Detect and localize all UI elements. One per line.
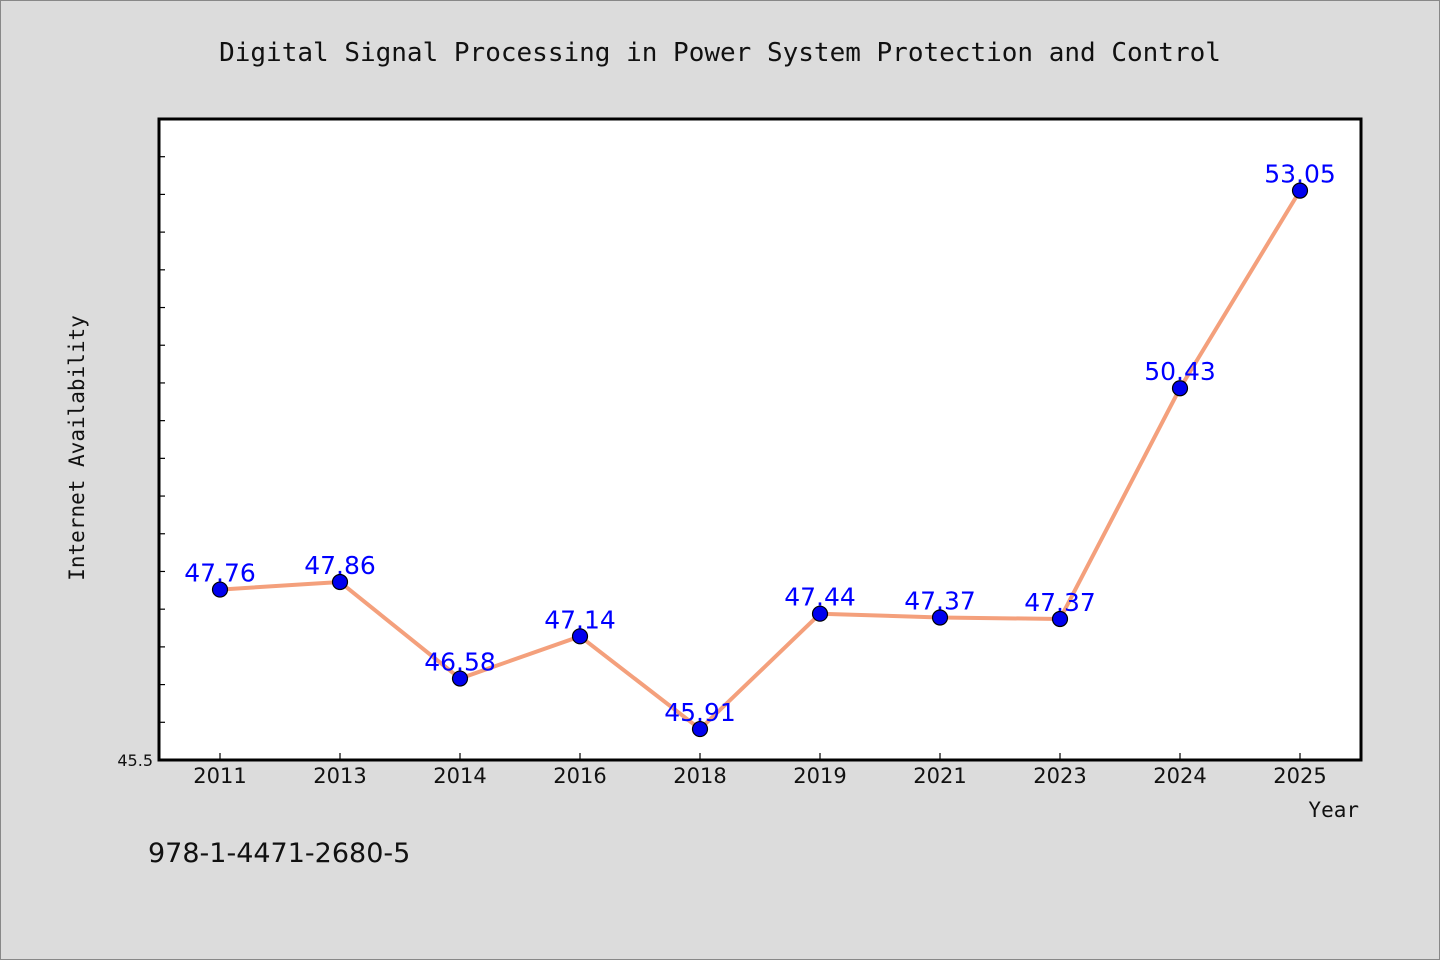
data-label-2013: 47.86	[304, 551, 376, 580]
data-point-2019	[811, 605, 829, 622]
data-point-2023	[1051, 610, 1069, 628]
x-tick-labels: 2011 2013 2014 2016 2018 2019 2021 2023 2024 2025	[193, 764, 1326, 788]
x-tick-label-2024: 2024	[1153, 764, 1206, 788]
data-label-2019: 47.44	[784, 583, 856, 612]
data-point-2016	[571, 628, 589, 645]
plot-frame	[157, 117, 1363, 762]
data-point-2013	[331, 573, 349, 591]
x-tick-label-2013: 2013	[313, 764, 366, 788]
y-tick-label-min: 45.5	[117, 751, 153, 770]
data-point-2018	[691, 720, 709, 738]
x-tick-label-2016: 2016	[553, 764, 606, 788]
data-point-2011	[211, 581, 229, 598]
data-label-2025: 53.05	[1264, 160, 1336, 189]
marker-layer	[211, 182, 1309, 738]
x-tick-label-2025: 2025	[1273, 764, 1326, 788]
x-tick-label-2018: 2018	[673, 764, 726, 788]
data-label-2014: 46.58	[424, 648, 496, 677]
isbn-footer: 978-1-4471-2680-5	[148, 838, 410, 869]
y-axis-label: Internet Availability	[65, 315, 89, 581]
x-tick-label-2014: 2014	[433, 764, 486, 788]
x-tick-label-2011: 2011	[193, 764, 246, 788]
plot-area	[159, 119, 1361, 760]
series-line	[218, 188, 1302, 732]
data-label-layer: 47.76 47.86 46.58 47.14 45.91 47.44 47.37 47.37…	[184, 160, 1336, 727]
data-label-2021: 47.37	[904, 586, 976, 615]
data-label-2023: 47.37	[1024, 588, 1096, 617]
data-label-2018: 45.91	[664, 698, 736, 727]
chart-title: Digital Signal Processing in Power Syste…	[219, 38, 1221, 68]
data-point-2024	[1171, 380, 1189, 397]
x-axis-label: Year	[1308, 798, 1359, 822]
data-label-2016: 47.14	[544, 605, 616, 634]
x-tick-label-2023: 2023	[1033, 764, 1086, 788]
x-tick-label-2021: 2021	[913, 764, 966, 788]
data-point-2021	[931, 609, 949, 626]
data-point-2014	[451, 670, 469, 687]
data-point-2025	[1291, 182, 1309, 199]
data-label-2011: 47.76	[184, 559, 256, 588]
data-label-2024: 50.43	[1144, 357, 1216, 386]
x-tick-label-2019: 2019	[793, 764, 846, 788]
series-line-layer	[218, 188, 1302, 732]
